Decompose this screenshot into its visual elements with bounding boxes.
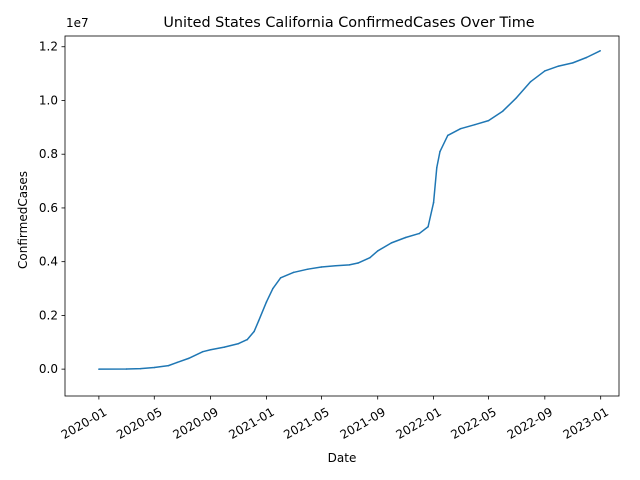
data-point: [390, 242, 393, 244]
data-point: [376, 250, 379, 252]
y-tick-label: 0.4: [39, 255, 58, 269]
data-point: [167, 364, 170, 367]
data-point: [246, 338, 248, 341]
y-axis-label: ConfirmedCases: [16, 171, 30, 269]
data-point: [125, 368, 128, 370]
data-point: [439, 150, 441, 153]
data-point: [572, 62, 574, 64]
data-point: [98, 368, 100, 370]
data-point: [320, 266, 323, 268]
x-axis-label: Date: [328, 451, 357, 465]
data-point: [357, 262, 359, 264]
data-point: [418, 232, 421, 235]
data-point: [369, 256, 371, 259]
data-point: [599, 50, 601, 52]
data-point: [427, 225, 429, 228]
data-point: [209, 349, 212, 351]
data-point: [585, 56, 588, 59]
data-point: [436, 166, 438, 169]
data-point: [529, 80, 532, 83]
data-point: [501, 110, 504, 112]
y-axis-offset-label: 1e7: [66, 16, 89, 30]
data-point: [557, 65, 560, 67]
data-point: [474, 123, 476, 126]
data-point: [544, 70, 546, 72]
data-point: [515, 97, 518, 99]
data-point: [487, 119, 490, 122]
y-tick-label: 0.0: [39, 362, 58, 376]
data-point: [404, 236, 407, 239]
data-point: [334, 264, 337, 267]
data-point: [432, 201, 435, 204]
data-point: [279, 277, 282, 279]
y-tick-label: 0.8: [39, 147, 58, 161]
chart-title: United States California ConfirmedCases …: [163, 15, 534, 31]
data-point: [292, 271, 295, 274]
data-point: [272, 287, 274, 290]
y-tick-label: 0.2: [39, 308, 58, 322]
data-point: [253, 330, 255, 333]
data-point: [348, 264, 351, 266]
data-point: [306, 268, 309, 270]
data-point: [153, 366, 156, 369]
data-point: [265, 301, 268, 303]
data-point: [459, 127, 462, 130]
y-tick-label: 0.6: [39, 201, 58, 215]
data-point: [139, 367, 142, 370]
series-line: [98, 50, 601, 370]
data-point: [176, 361, 178, 364]
data-point: [447, 134, 449, 137]
data-point: [257, 320, 260, 322]
y-tick-label: 1.2: [39, 40, 58, 54]
data-point: [237, 342, 240, 345]
y-tick-label: 1.0: [39, 93, 58, 107]
axes-frame: [64, 35, 620, 397]
data-point: [223, 346, 226, 348]
data-point: [202, 350, 204, 353]
data-point: [187, 357, 190, 360]
